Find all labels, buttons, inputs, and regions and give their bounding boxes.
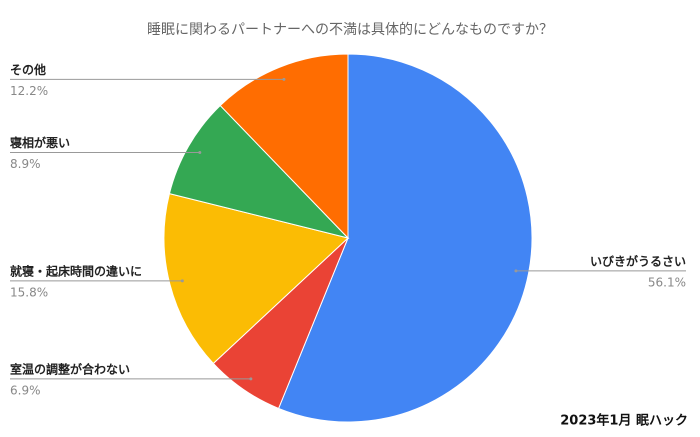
slice-label: その他 xyxy=(10,62,46,77)
slice-value-label: 6.9% xyxy=(10,383,41,397)
leader-dot xyxy=(514,269,518,273)
slice-label: 就寝・起床時間の違いに xyxy=(10,263,142,278)
pie-slice xyxy=(277,53,533,423)
slice-label: 室温の調整が合わない xyxy=(10,361,130,376)
slice-value-label: 15.8% xyxy=(10,285,48,299)
leader-dot xyxy=(198,150,202,154)
pie-slice xyxy=(168,104,350,239)
pie-slice xyxy=(163,192,350,365)
leader-dot xyxy=(282,77,286,81)
chart-title: 睡眠に関わるパートナーへの不満は具体的にどんなものですか？ xyxy=(147,22,553,38)
slice-label: 寝相が悪い xyxy=(10,135,70,150)
slice-value-label: 12.2% xyxy=(10,84,48,98)
source-note: 2023年1月 眠ハック xyxy=(560,413,688,429)
leader-dot xyxy=(180,279,184,283)
slice-value-label: 8.9% xyxy=(10,157,41,171)
slice-value-label: 56.1% xyxy=(648,275,686,289)
slice-label: いびきがうるさい xyxy=(590,253,686,268)
leader-dot xyxy=(249,377,253,381)
pie-slice xyxy=(219,53,349,240)
